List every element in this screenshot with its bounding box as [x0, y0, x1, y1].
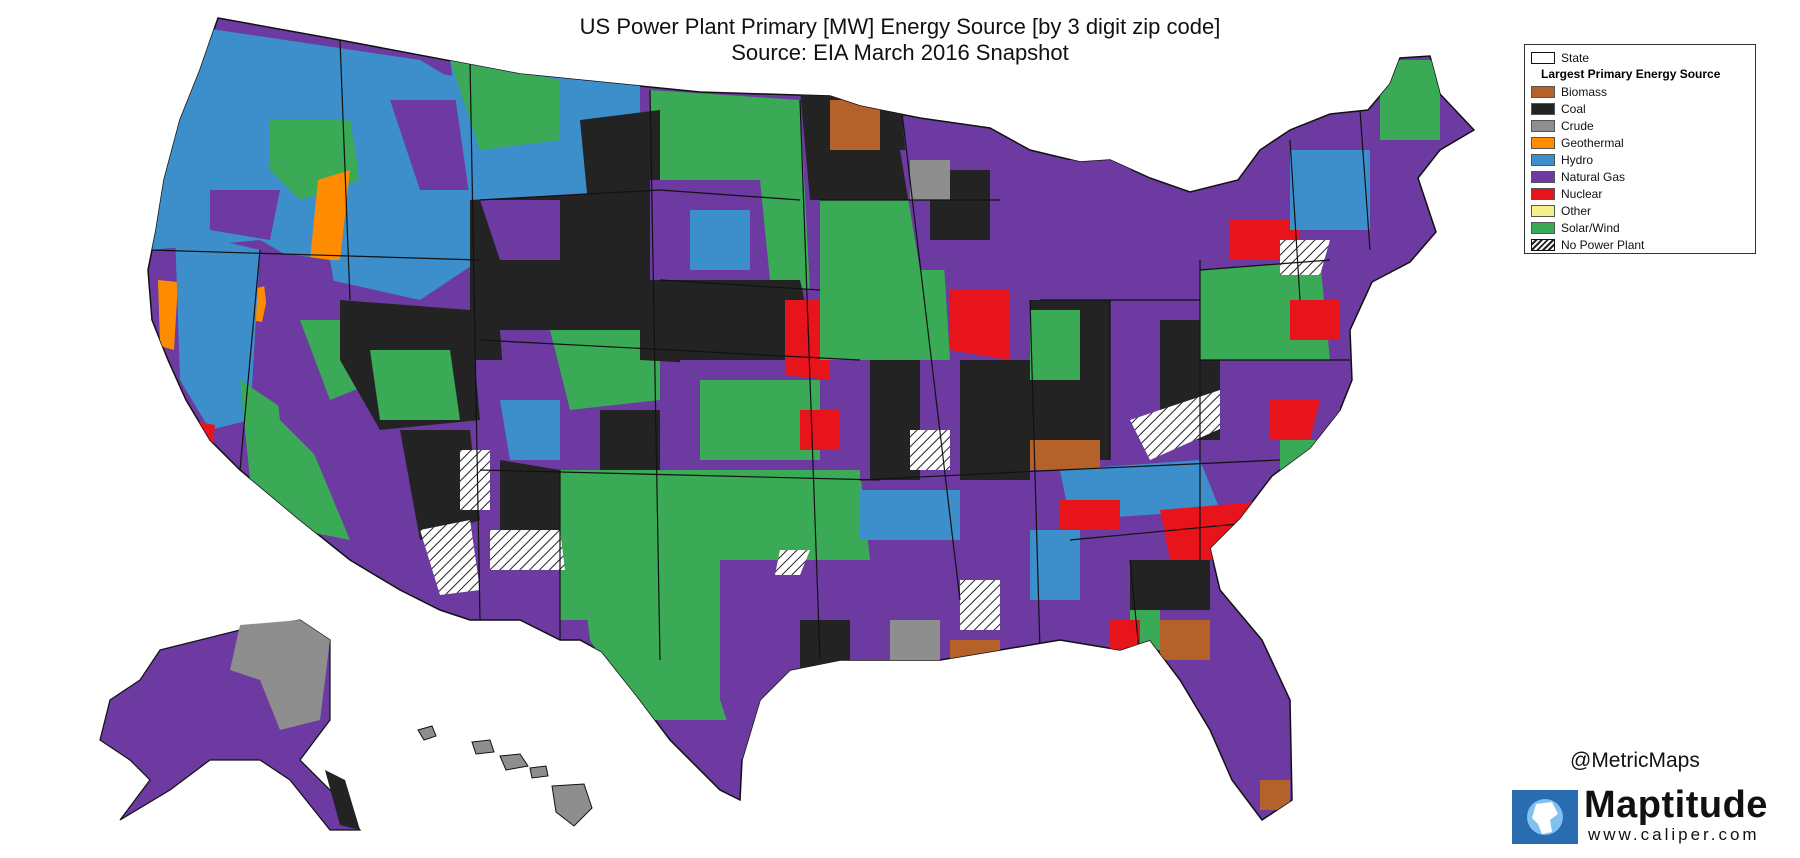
region-michigan-gas [1050, 160, 1140, 300]
region-alabama-hydro [1030, 530, 1080, 600]
region-kansas-nuclear [800, 410, 840, 450]
legend-swatch [1531, 136, 1555, 149]
region-oregon-gas [210, 190, 280, 240]
region-texas-coal [800, 620, 850, 700]
region-nm-hatch [490, 530, 565, 570]
region-virginia-nuclear [1270, 400, 1320, 440]
legend-swatch [1531, 119, 1555, 132]
region-geothermal-ca [158, 280, 178, 350]
region-tennessee-nuclear [1060, 500, 1120, 530]
region-oklahoma-solar [660, 470, 870, 560]
region-wyoming-gas [480, 200, 560, 260]
region-california-hydro [175, 230, 260, 430]
credit-handle: @MetricMaps [1570, 749, 1700, 772]
legend-label: Solar/Wind [1561, 220, 1620, 235]
region-wisconsin-crude [910, 160, 950, 200]
region-georgia-biomass [1160, 620, 1210, 660]
hawaii [417, 725, 593, 827]
region-nebraska-nuclear [785, 300, 830, 380]
legend-swatch [1531, 153, 1555, 166]
region-pa-nuclear [1290, 300, 1340, 340]
legend-heading: Largest Primary Energy Source [1541, 67, 1721, 81]
legend-swatch [1531, 221, 1555, 234]
region-oklahoma-hatch [775, 550, 810, 575]
region-ca-solar [240, 380, 350, 540]
region-colorado-hydro [500, 400, 560, 460]
legend-item-solar-wind: Solar/Wind [1531, 219, 1749, 236]
legend-swatch [1531, 204, 1555, 217]
legend-label-no-plant: No Power Plant [1561, 237, 1645, 252]
region-kentucky-biomass [1030, 440, 1100, 470]
region-louisiana-biomass [950, 640, 1000, 670]
region-ny-hatch [1280, 240, 1330, 275]
legend-label: Biomass [1561, 84, 1608, 99]
legend-swatch-no-plant [1531, 238, 1555, 251]
region-illinois-nuclear [950, 290, 1010, 360]
legend-label: Natural Gas [1561, 169, 1626, 184]
legend-item-hydro: Hydro [1531, 151, 1749, 168]
region-dakota-coal [580, 110, 660, 330]
legend-label: Nuclear [1561, 186, 1603, 201]
region-texas-solar [580, 560, 760, 720]
region-minnesota-biomass [830, 100, 880, 150]
legend-item-nuclear: Nuclear [1531, 185, 1749, 202]
alaska [99, 619, 362, 831]
region-missouri-coal [870, 360, 920, 480]
region-montana-gas [390, 100, 470, 190]
legend-item-other: Other [1531, 202, 1749, 219]
region-florida-biomass [1260, 780, 1290, 810]
legend-swatch-state [1531, 51, 1555, 64]
legend-swatch [1531, 85, 1555, 98]
legend-label: Hydro [1561, 152, 1594, 167]
region-illinois-coal [960, 360, 1030, 480]
region-georgia-coal [1130, 560, 1210, 610]
legend: State Largest Primary Energy Source Biom… [1524, 44, 1756, 254]
legend-item-biomass: Biomass [1531, 83, 1749, 100]
legend-label: Crude [1561, 118, 1594, 133]
legend-state: State [1531, 49, 1749, 66]
region-maine-solar [1380, 60, 1440, 140]
region-kansas-solar [700, 380, 820, 460]
region-mississippi-hatch [960, 580, 1000, 630]
state-borders [149, 39, 1371, 661]
region-nebraska-coal [640, 280, 820, 370]
region-geothermal-or [310, 170, 350, 260]
region-colorado-solar [550, 330, 660, 410]
region-appalachia-hatch [1130, 390, 1240, 460]
region-ms-valley-hatch [910, 430, 950, 470]
region-nevada-hatch [420, 520, 480, 595]
legend-swatch [1531, 170, 1555, 183]
legend-no-plant: No Power Plant [1531, 236, 1749, 253]
region-montana-solar [450, 60, 560, 150]
legend-label: Geothermal [1561, 135, 1624, 150]
legend-label-state: State [1561, 50, 1590, 65]
maptitude-wordmark: Maptitude [1584, 784, 1768, 826]
legend-swatch [1531, 102, 1555, 115]
maptitude-url: www.caliper.com [1588, 825, 1760, 844]
maptitude-logo-icon [1512, 790, 1578, 844]
maptitude-logo: Maptitude www.caliper.com [1512, 784, 1792, 844]
region-nm-coal [500, 460, 560, 540]
region-indiana-solar [1030, 310, 1080, 380]
legend-swatch [1531, 187, 1555, 200]
legend-item-coal: Coal [1531, 100, 1749, 117]
region-louisiana-crude [890, 620, 940, 660]
region-colorado-coal [600, 410, 660, 470]
region-nc-solar [1280, 440, 1350, 500]
legend-item-geothermal: Geothermal [1531, 134, 1749, 151]
region-arkansas-hydro [860, 490, 960, 540]
region-sc-nuclear [1110, 620, 1140, 660]
region-nevada-gas [260, 250, 360, 470]
legend-label: Other [1561, 203, 1592, 218]
region-sd-hydro [690, 210, 750, 270]
region-utah-solar [370, 350, 460, 420]
legend-item-crude: Crude [1531, 117, 1749, 134]
legend-item-natural-gas: Natural Gas [1531, 168, 1749, 185]
region-vermont-hydro [1290, 150, 1370, 230]
legend-label: Coal [1561, 101, 1586, 116]
region-utah-hatch [460, 450, 490, 510]
